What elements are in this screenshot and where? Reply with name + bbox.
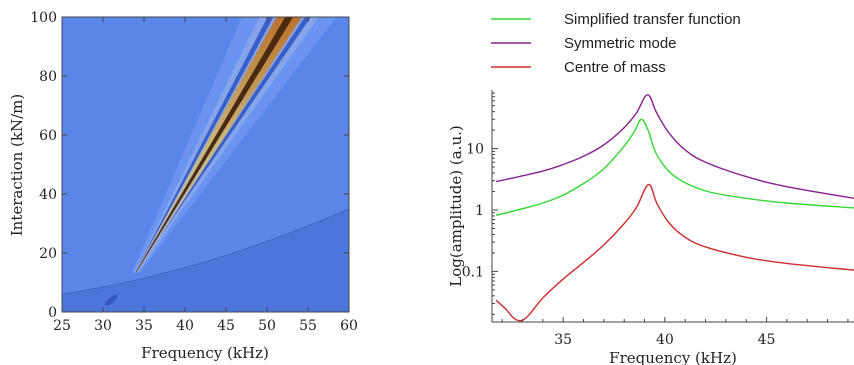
heatmap-x-tick-label: 30 bbox=[94, 318, 112, 334]
heatmap-ridge-core bbox=[134, 17, 303, 273]
line-chart-y-tick-label: 10 bbox=[466, 142, 484, 158]
series-line bbox=[495, 118, 854, 216]
heatmap-dim-curve bbox=[62, 208, 349, 295]
heatmap-x-tick-label: 50 bbox=[258, 318, 276, 334]
heatmap-features bbox=[62, 17, 349, 312]
heatmap-y-tick-label: 40 bbox=[39, 187, 57, 203]
legend-label: Symmetric mode bbox=[564, 35, 677, 52]
line-chart-x-axis-label: Frequency (kHz) bbox=[609, 349, 737, 365]
heatmap-x-tick-label: 45 bbox=[217, 318, 235, 334]
series-line bbox=[495, 94, 854, 200]
heatmap-frame bbox=[61, 16, 350, 313]
heatmap-chart: 25 30 35 40 45 50 55 60 0 20 40 60 80 100 Frequency (… bbox=[8, 10, 358, 362]
line-chart-x-tick-label: 40 bbox=[656, 332, 674, 348]
heatmap-x-tick-label: 35 bbox=[135, 318, 153, 334]
line-series bbox=[495, 94, 854, 322]
line-chart-x-tick-label: 35 bbox=[554, 332, 572, 348]
heatmap-x-axis-label: Frequency (kHz) bbox=[141, 344, 269, 362]
heatmap-y-tick-label: 20 bbox=[39, 246, 57, 262]
heatmap-spot bbox=[104, 294, 118, 306]
heatmap-ridge-center bbox=[135, 17, 294, 273]
line-chart-x-tick-label: 45 bbox=[758, 332, 776, 348]
legend: Simplified transfer function Symmetric mo… bbox=[491, 11, 741, 76]
legend-label: Centre of mass bbox=[564, 59, 666, 76]
heatmap-lower-band bbox=[62, 208, 349, 312]
heatmap-x-tick-label: 25 bbox=[53, 318, 71, 334]
line-chart-y-tick-label: 1 bbox=[475, 203, 484, 219]
heatmap-x-tick-label: 55 bbox=[299, 318, 317, 334]
line-chart-y-axis-label: Log(amplitude) (a.u.) bbox=[447, 125, 465, 286]
line-chart: Simplified transfer function Symmetric mo… bbox=[447, 11, 854, 365]
legend-label: Simplified transfer function bbox=[564, 11, 741, 28]
heatmap-x-tick-label: 40 bbox=[176, 318, 194, 334]
heatmap-y-tick-label: 80 bbox=[39, 69, 57, 85]
heatmap-y-tick-label: 60 bbox=[39, 128, 57, 144]
line-chart-ticks: 35 40 45 0.1 1 10 bbox=[462, 92, 849, 348]
heatmap-y-tick-label: 100 bbox=[30, 10, 57, 26]
heatmap-y-tick-label: 0 bbox=[48, 305, 57, 321]
heatmap-ridge-edge-right bbox=[135, 17, 311, 271]
series-line bbox=[495, 183, 854, 322]
heatmap-ridge-halo-inner bbox=[133, 17, 319, 273]
heatmap-ridge-edge-left bbox=[135, 17, 274, 271]
heatmap-ticks: 25 30 35 40 45 50 55 60 0 20 40 60 80 100 bbox=[30, 10, 358, 334]
heatmap-y-axis-label: Interaction (kN/m) bbox=[8, 94, 26, 237]
line-chart-y-tick-label: 0.1 bbox=[462, 264, 484, 280]
heatmap-x-tick-label: 60 bbox=[340, 318, 358, 334]
